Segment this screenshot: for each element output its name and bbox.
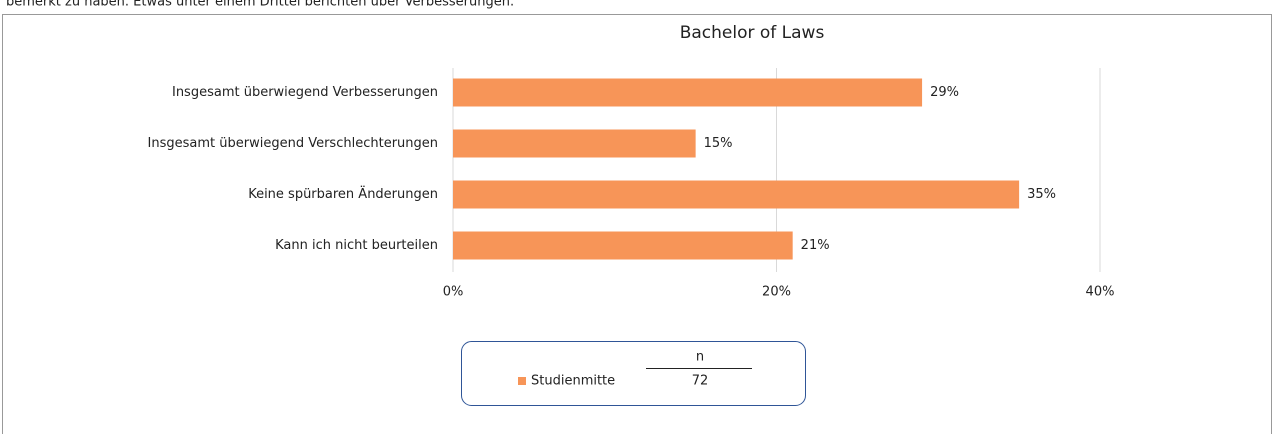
chart-frame	[2, 14, 1272, 434]
x-tick-label: 0%	[443, 285, 464, 300]
y-tick-label: Insgesamt überwiegend Verbesserungen	[172, 85, 438, 100]
x-tick-label: 20%	[762, 285, 791, 300]
bar	[453, 78, 923, 107]
y-tick-label: Keine spürbaren Änderungen	[248, 186, 438, 202]
legend-n-header: n	[696, 350, 704, 365]
chart-title: Bachelor of Laws	[680, 23, 825, 43]
bar	[453, 129, 696, 158]
legend-n-value: 72	[692, 374, 709, 389]
legend-swatch	[518, 377, 526, 385]
y-tick-label: Insgesamt überwiegend Verschlechterungen	[148, 136, 438, 151]
legend-label: Studienmitte	[531, 374, 615, 389]
bar	[453, 231, 793, 260]
x-tick-label: 40%	[1086, 285, 1115, 300]
y-tick-label: Kann ich nicht beurteilen	[275, 238, 438, 253]
value-label: 21%	[801, 238, 830, 253]
legend-box	[461, 341, 806, 406]
value-label: 15%	[704, 136, 733, 151]
value-label: 29%	[930, 85, 959, 100]
value-label: 35%	[1027, 187, 1056, 202]
bar	[453, 180, 1020, 209]
intro-text: bemerkt zu haben. Etwas unter einem Drit…	[6, 0, 514, 10]
